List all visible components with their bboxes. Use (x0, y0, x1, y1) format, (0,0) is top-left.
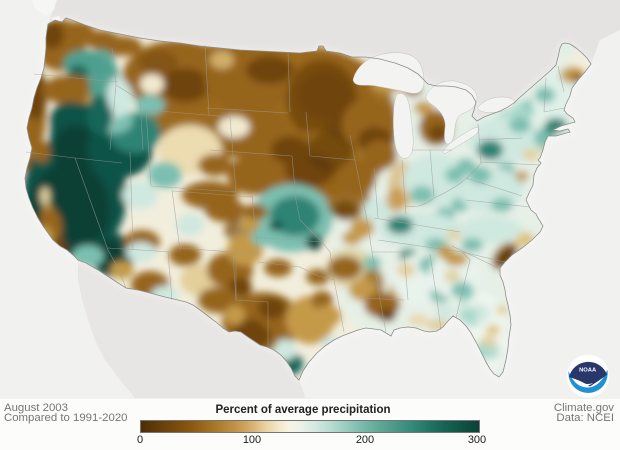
svg-text:NOAA: NOAA (579, 367, 597, 373)
